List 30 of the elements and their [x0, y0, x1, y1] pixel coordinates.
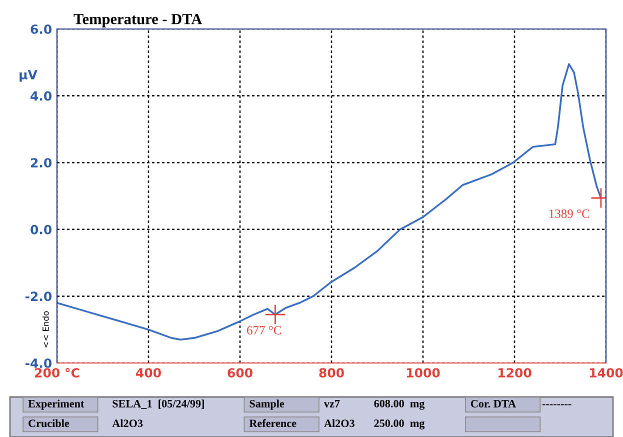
y-tick-label: -2.0 [25, 292, 52, 302]
x-tick-label: 1200 [498, 368, 532, 378]
y-tick-label: 4.0 [30, 91, 52, 101]
x-tick-label: 600 [228, 368, 252, 378]
text: -------- [542, 404, 572, 406]
y-tick-label: -4.0 [25, 358, 52, 368]
y-tick-label: 0.0 [30, 224, 52, 234]
text: SELA_1 [05/24/99] [112, 400, 204, 409]
y-tick-label: 6.0 [30, 24, 52, 34]
annotation: 1389 °C [549, 209, 590, 218]
text: Sample [250, 400, 284, 410]
x-tick-label: 1000 [407, 368, 440, 378]
y-tick-label: 2.0 [30, 158, 52, 168]
text: Cor. DTA [470, 400, 516, 408]
text: vz7 [324, 400, 340, 408]
text: Experiment [28, 400, 84, 410]
text: Al2O3 [324, 419, 354, 428]
text: Crucible [28, 419, 70, 428]
x-tick-label: 800 [319, 368, 344, 378]
x-tick-label: 200 °C [35, 368, 80, 378]
text: Reference [249, 419, 296, 428]
x-tick-label: 400 [136, 368, 161, 378]
text: Al2O3 [112, 419, 143, 428]
y-axis-title: μV [20, 70, 38, 82]
annotation: 677 °C [247, 326, 282, 334]
chart-title: Temperature - DTA [74, 14, 202, 28]
x-tick-label: 1400 [590, 368, 623, 378]
y2-axis-title: << Endo [42, 311, 49, 348]
text: 250.00 mg [374, 420, 425, 430]
text: 608.00 mg [374, 400, 425, 410]
